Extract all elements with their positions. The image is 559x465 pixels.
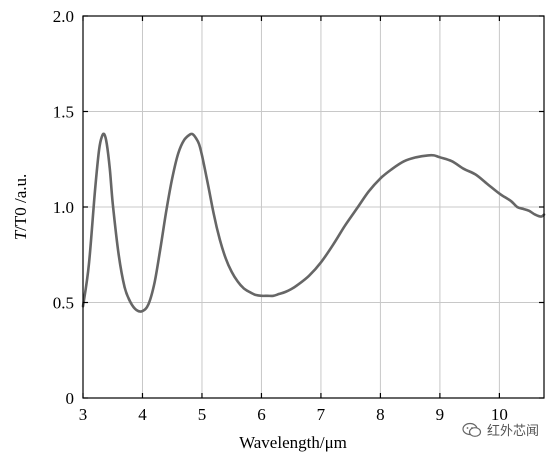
x-tick-label: 4: [138, 405, 147, 424]
y-axis-label-italic: T: [11, 229, 30, 240]
watermark-text: 红外芯闻: [487, 424, 540, 439]
y-tick-label: 1.5: [53, 103, 74, 122]
series-line: [81, 132, 546, 313]
x-tick-label: 10: [491, 405, 508, 424]
axis-ticks: [82, 15, 544, 399]
x-tick-label: 6: [257, 405, 266, 424]
y-axis-label: T/T0 /a.u.: [11, 174, 30, 241]
y-axis-label-rest: /T0 /a.u.: [11, 174, 30, 231]
tick-labels: 3 4 5 6 7 8 9 10 0 0.5 1.0 1.5 2.0: [53, 7, 508, 424]
x-axis-label: Wavelength/μm: [239, 433, 347, 452]
y-tick-label: 2.0: [53, 7, 74, 26]
x-tick-label: 3: [79, 405, 88, 424]
watermark: 红外芯闻: [462, 420, 539, 439]
wechat-icon: [462, 422, 482, 437]
gridlines: [83, 16, 544, 398]
y-tick-label: 0.5: [53, 294, 74, 313]
y-tick-label: 1.0: [53, 198, 74, 217]
x-tick-label: 7: [317, 405, 326, 424]
y-tick-label: 0: [66, 389, 75, 408]
plot-area: [81, 132, 546, 313]
x-tick-label: 8: [376, 405, 385, 424]
x-tick-label: 5: [198, 405, 207, 424]
x-tick-label: 9: [436, 405, 445, 424]
